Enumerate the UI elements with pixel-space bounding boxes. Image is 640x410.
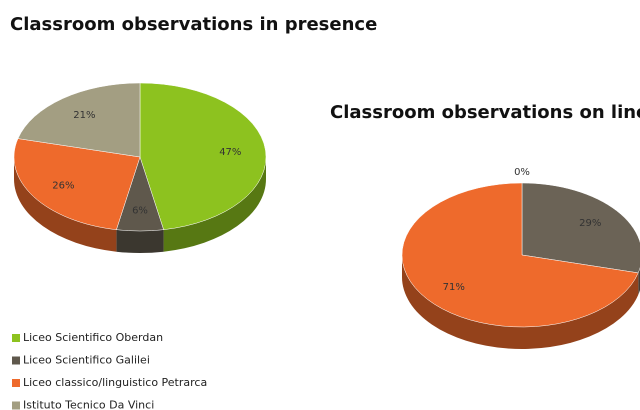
- chart-title: Classroom observations on line: [330, 102, 640, 123]
- pie-slice: [521, 182, 640, 274]
- data-label: 21%: [73, 110, 95, 121]
- pie-slice: [401, 182, 639, 328]
- legend-swatch: [12, 379, 20, 387]
- legend-swatch: [12, 356, 20, 365]
- legend-label: Liceo Scientifico Galilei: [23, 354, 150, 367]
- legend-label: Liceo classico/linguistico Petrarca: [23, 376, 207, 389]
- data-label: 47%: [219, 147, 241, 158]
- legend-label: Istituto Tecnico Da Vinci: [23, 399, 154, 410]
- pie-slice: [17, 82, 141, 158]
- pie-side: [14, 157, 117, 252]
- data-label: 26%: [52, 181, 74, 192]
- data-label: 71%: [443, 282, 465, 293]
- chart-title: Classroom observations in presence: [10, 14, 377, 35]
- legend-swatch: [12, 334, 20, 342]
- legend-label: Liceo Scientifico Oberdan: [23, 331, 163, 344]
- pie-slice: [13, 138, 141, 230]
- pie-side: [116, 229, 164, 254]
- pie-slice: [139, 82, 267, 230]
- data-label: 0%: [514, 167, 530, 178]
- data-label: 29%: [579, 218, 601, 229]
- legend-swatch: [12, 401, 20, 410]
- pie-side: [402, 255, 639, 350]
- pie-side: [163, 157, 266, 252]
- data-label: 6%: [132, 205, 148, 216]
